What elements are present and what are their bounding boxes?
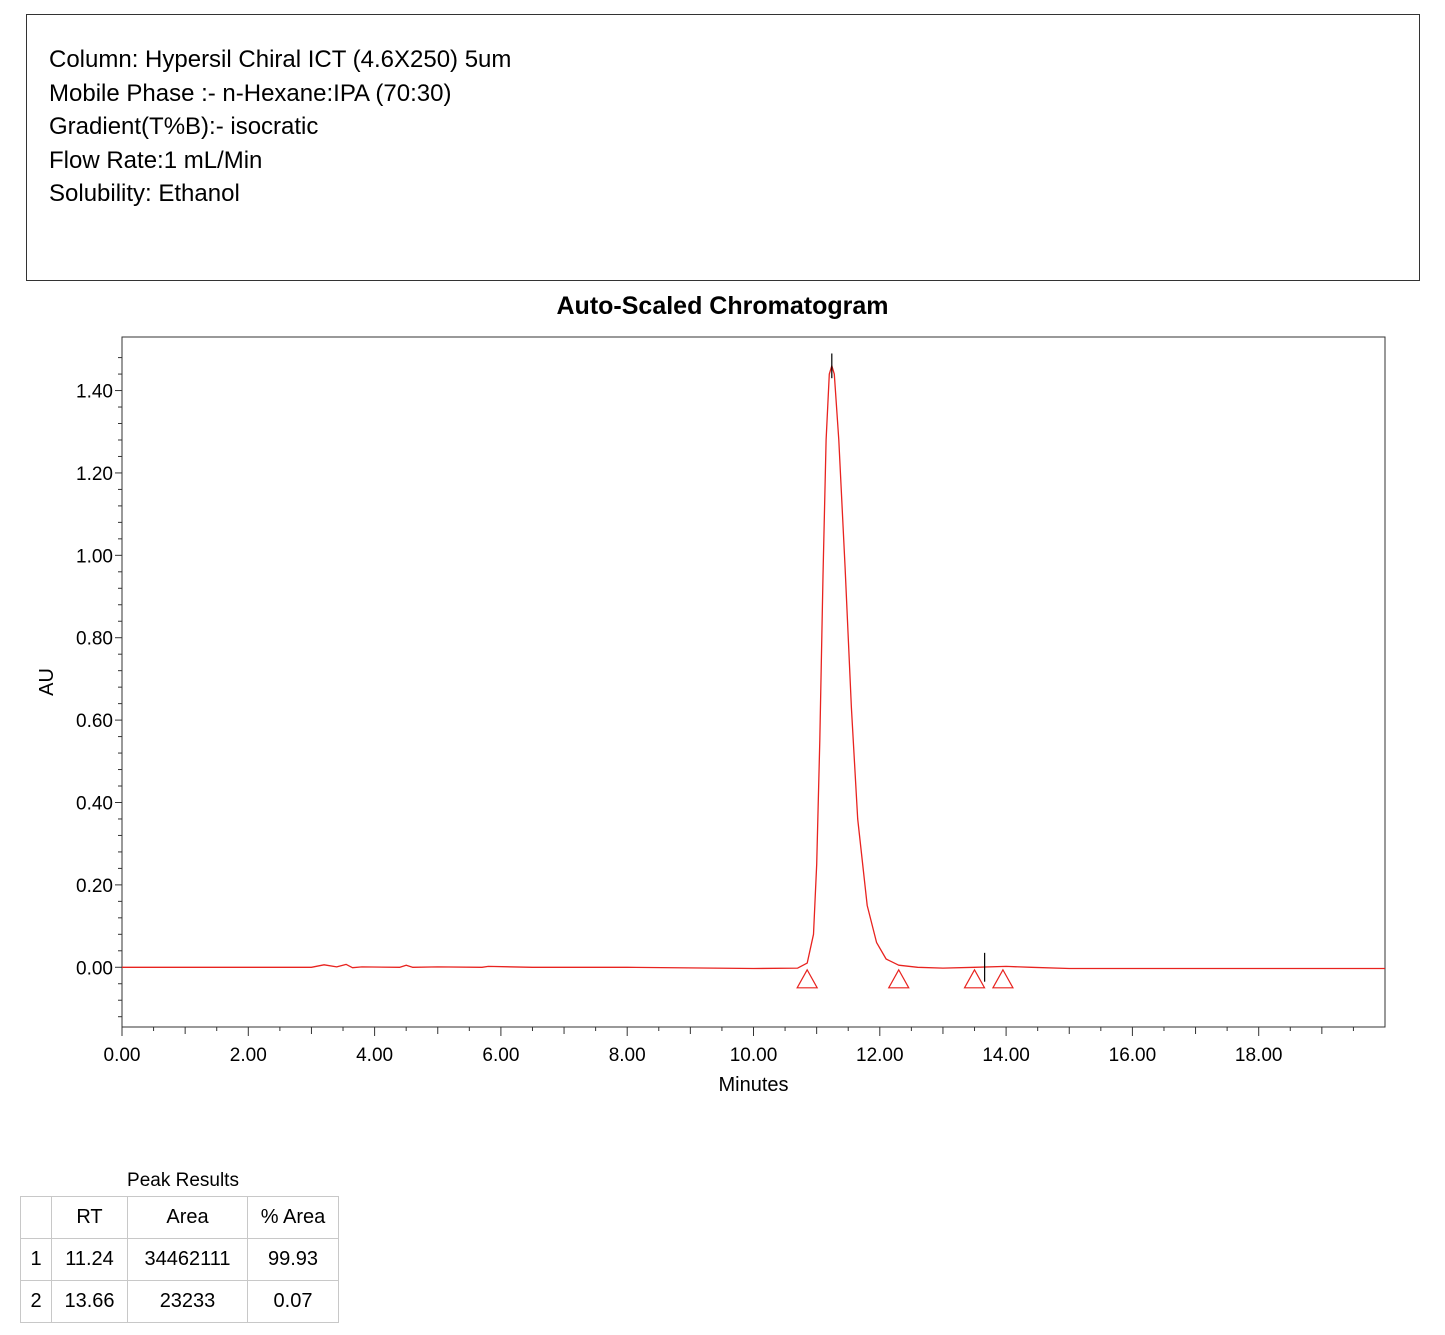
method-info-box: Column: Hypersil Chiral ICT (4.6X250) 5u…	[26, 14, 1420, 281]
baseline-marker-triangle	[963, 968, 986, 989]
baseline-marker-triangle	[991, 968, 1014, 989]
x-tick-label: 18.00	[1235, 1045, 1283, 1066]
y-tick-label: 0.80	[76, 629, 113, 650]
x-tick-label: 16.00	[1109, 1045, 1157, 1066]
y-tick-label: 0.40	[76, 793, 113, 814]
x-tick-label: 12.00	[856, 1045, 904, 1066]
baseline-marker-triangle	[887, 968, 910, 989]
x-tick-label: 10.00	[730, 1045, 778, 1066]
cell-area: 34462111	[127, 1238, 248, 1281]
column-info: Column: Hypersil Chiral ICT (4.6X250) 5u…	[49, 46, 512, 73]
y-tick-label: 1.40	[76, 382, 113, 403]
chromatogram-chart: 0.00 0.20 0.40 0.60 0.80 1.00 1.20 1.40 0.00 2.00…	[36, 336, 1386, 1096]
cell-rt: 11.24	[51, 1238, 128, 1281]
cell-rt: 13.66	[51, 1280, 128, 1323]
x-tick-label: 14.00	[982, 1045, 1030, 1066]
cell-percent-area: 0.07	[247, 1280, 339, 1323]
peak-results-caption: Peak Results	[127, 1170, 239, 1191]
y-tick-label: 0.60	[76, 711, 113, 732]
header-cell-percent-area: % Area	[247, 1196, 339, 1239]
flow-rate-info: Flow Rate:1 mL/Min	[49, 147, 263, 174]
y-tick-label: 1.00	[76, 546, 113, 567]
cell-percent-area: 99.93	[247, 1238, 339, 1281]
header-cell-area: Area	[127, 1196, 248, 1239]
y-tick-label: 1.20	[76, 464, 113, 485]
y-tick-label: 0.00	[76, 958, 113, 979]
cell-area: 23233	[127, 1280, 248, 1323]
mobile-phase-info: Mobile Phase :- n-Hexane:IPA (70:30)	[49, 80, 452, 107]
x-tick-label: 8.00	[609, 1045, 646, 1066]
plot-frame	[121, 336, 1386, 1028]
chromatogram-trace	[122, 365, 1385, 970]
gradient-info: Gradient(T%B):- isocratic	[49, 113, 319, 140]
cell-index: 2	[20, 1280, 52, 1323]
table-row: 2 13.66 23233 0.07	[20, 1280, 339, 1323]
y-axis-label: AU	[36, 668, 58, 696]
baseline-marker-triangle	[796, 968, 819, 989]
x-tick-label: 4.00	[356, 1045, 393, 1066]
table-header-row: RT Area % Area	[20, 1196, 339, 1239]
x-axis-label: Minutes	[718, 1074, 788, 1096]
x-tick-label: 0.00	[104, 1045, 141, 1066]
cell-index: 1	[20, 1238, 52, 1281]
peak-results-table: RT Area % Area 1 11.24 34462111 99.93 2 …	[20, 1196, 339, 1323]
x-tick-label: 6.00	[482, 1045, 519, 1066]
header-cell-index	[20, 1196, 52, 1239]
solubility-info: Solubility: Ethanol	[49, 180, 240, 207]
table-row: 1 11.24 34462111 99.93	[20, 1238, 339, 1281]
y-tick-label: 0.20	[76, 876, 113, 897]
chart-title: Auto-Scaled Chromatogram	[556, 292, 889, 320]
x-tick-label: 2.00	[230, 1045, 267, 1066]
header-cell-rt: RT	[51, 1196, 128, 1239]
